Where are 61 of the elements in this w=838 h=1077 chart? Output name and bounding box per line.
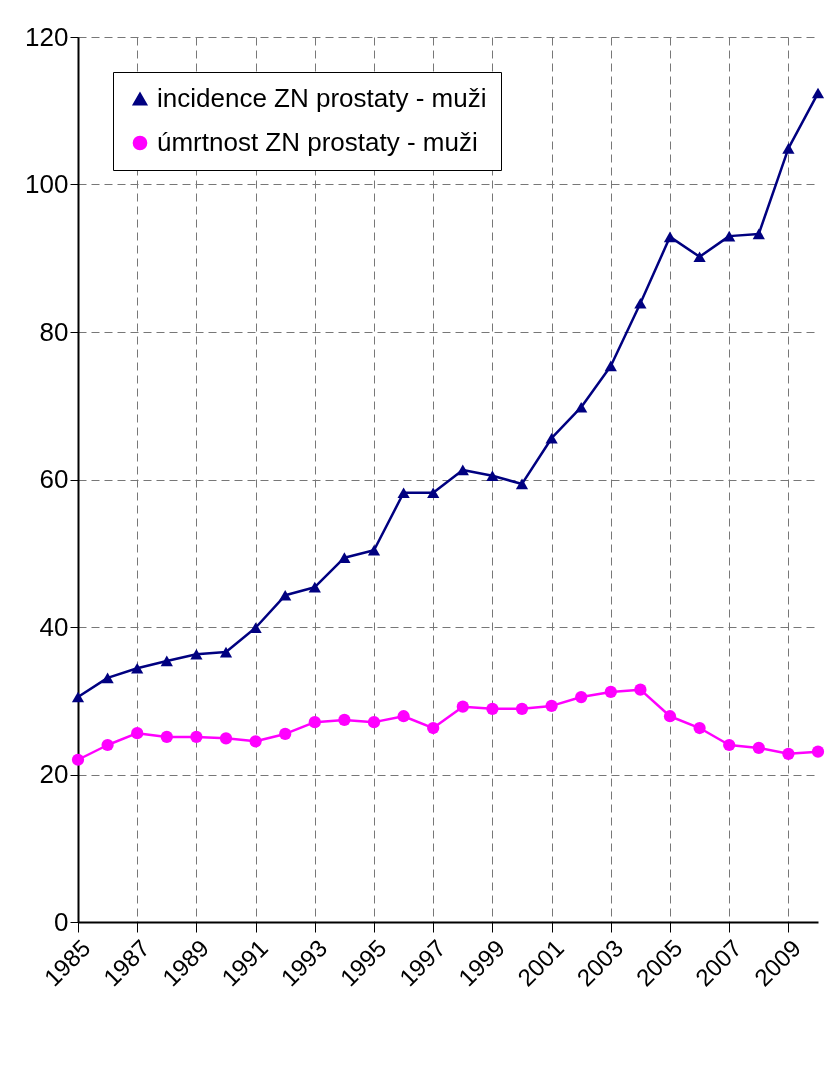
point <box>486 702 499 715</box>
point <box>663 710 677 723</box>
point <box>71 753 85 766</box>
point <box>752 228 765 240</box>
point <box>782 143 795 154</box>
point <box>515 478 529 490</box>
point <box>279 589 292 601</box>
y-tick-label: 40 <box>39 611 69 642</box>
point <box>397 710 410 723</box>
point <box>308 716 321 729</box>
y-tick-label: 80 <box>39 316 69 347</box>
point <box>693 721 706 735</box>
point <box>427 487 440 499</box>
point <box>190 730 203 743</box>
point <box>160 730 173 743</box>
point <box>249 735 262 748</box>
point <box>131 663 144 674</box>
point <box>515 702 529 715</box>
point <box>486 470 499 482</box>
point <box>131 727 144 740</box>
y-tick-label: 120 <box>25 21 69 52</box>
point <box>397 487 410 499</box>
point <box>723 738 736 752</box>
point <box>604 685 617 699</box>
point <box>219 646 233 658</box>
point <box>427 721 440 735</box>
point <box>575 401 588 413</box>
point <box>693 251 706 263</box>
point <box>249 622 262 634</box>
point <box>308 581 321 593</box>
y-tick-label: 60 <box>39 464 69 494</box>
point <box>190 648 203 660</box>
point <box>545 699 558 713</box>
legend-label: incidence ZN prostaty - muži <box>157 83 487 113</box>
point <box>634 683 647 696</box>
point <box>367 716 381 729</box>
point <box>456 700 469 713</box>
point <box>575 690 588 704</box>
point <box>338 713 351 727</box>
point <box>604 360 617 372</box>
point <box>811 87 825 99</box>
legend-label: úmrtnost ZN prostaty - muži <box>157 127 478 157</box>
point <box>219 732 233 745</box>
point <box>367 545 381 556</box>
point <box>663 231 677 243</box>
point <box>634 297 647 309</box>
y-tick-label: 100 <box>25 169 69 199</box>
point <box>101 738 114 752</box>
point <box>160 655 173 667</box>
point <box>723 230 736 242</box>
y-tick-label: 0 <box>54 906 69 937</box>
point <box>338 552 351 563</box>
y-tick-label: 20 <box>39 759 69 789</box>
point <box>71 691 85 703</box>
point <box>456 464 469 476</box>
point <box>101 672 114 684</box>
point <box>811 745 825 758</box>
point <box>752 741 765 755</box>
point <box>279 727 292 741</box>
point <box>782 747 795 760</box>
point <box>545 432 558 444</box>
